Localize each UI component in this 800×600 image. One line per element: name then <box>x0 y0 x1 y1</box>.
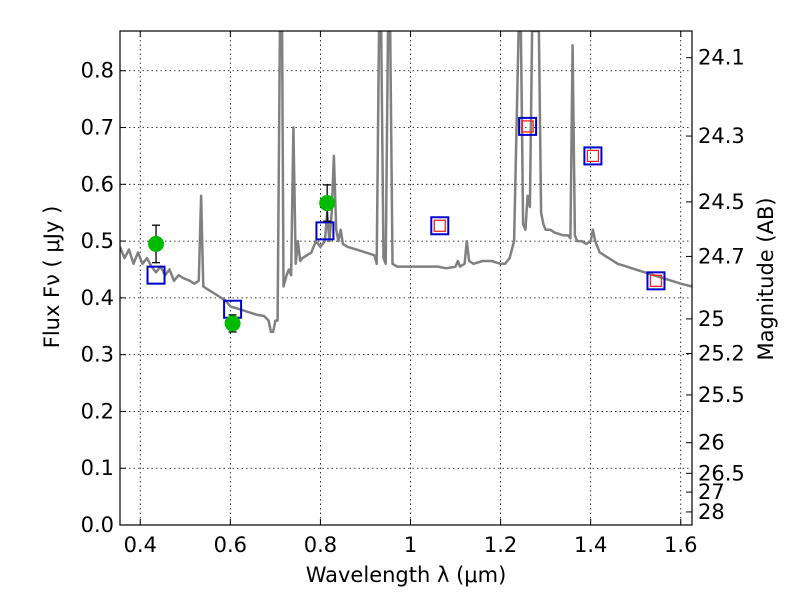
y-tick-label: 0.1 <box>81 456 114 480</box>
right-tick-label: 26 <box>698 431 725 455</box>
right-axis-label: Magnitude (AB) <box>754 197 778 360</box>
plot-frame <box>119 30 693 526</box>
y-axis-label: Flux Fν ( μJy ) <box>40 206 64 349</box>
y-tick-label: 0.2 <box>81 399 114 423</box>
x-axis-label: Wavelength λ (μm) <box>306 563 507 587</box>
model-box-marker <box>146 265 166 285</box>
model-box-marker <box>646 271 666 291</box>
right-tick-label: 25.2 <box>698 342 745 366</box>
observed-point <box>148 235 165 252</box>
model-inner-marker <box>586 149 600 163</box>
observed-point <box>224 315 241 332</box>
right-tick-label: 26.5 <box>698 461 745 485</box>
right-tick-label: 24.1 <box>698 46 745 70</box>
model-box-marker <box>315 221 335 241</box>
x-tick-label: 0.8 <box>304 533 337 557</box>
right-tick-label: 27 <box>698 480 725 504</box>
y-tick-label: 0.7 <box>81 116 114 140</box>
model-box-marker <box>430 216 450 236</box>
points-layer <box>146 116 666 333</box>
model-box-marker <box>583 146 603 166</box>
y-tick-label: 0.4 <box>81 286 114 310</box>
x-tick-label: 0.4 <box>124 533 157 557</box>
y-tick-label: 0.5 <box>81 229 114 253</box>
model-box-marker <box>518 116 538 136</box>
spectrum-layer <box>120 31 692 334</box>
x-tick-label: 1.2 <box>484 533 517 557</box>
grid-layer <box>120 31 692 526</box>
ticks-layer: 0.4 0.6 0.8 1 1.2 1.4 1.6 0.0 0.1 0.2 0.3 0.4 0.5 0.6… <box>81 31 745 557</box>
x-tick-label: 0.6 <box>214 533 247 557</box>
right-tick-label: 24.5 <box>698 190 745 214</box>
y-tick-label: 0.8 <box>81 59 114 83</box>
right-tick-label: 24.7 <box>698 244 745 268</box>
right-tick-label: 28 <box>698 500 725 524</box>
x-tick-label: 1.6 <box>664 533 697 557</box>
right-tick-label: 25 <box>698 307 725 331</box>
y-tick-label: 0.3 <box>81 343 114 367</box>
model-inner-marker <box>649 274 663 287</box>
spectrum-line <box>120 31 692 334</box>
right-tick-label: 25.5 <box>698 383 745 407</box>
y-tick-label: 0.6 <box>81 172 114 196</box>
right-tick-label: 24.3 <box>698 124 745 148</box>
x-tick-label: 1.4 <box>574 533 607 557</box>
model-inner-marker <box>433 219 446 232</box>
y-tick-label: 0.0 <box>81 513 114 537</box>
observed-point <box>319 195 336 212</box>
model-inner-marker <box>521 120 534 133</box>
x-tick-label: 1 <box>404 533 417 557</box>
